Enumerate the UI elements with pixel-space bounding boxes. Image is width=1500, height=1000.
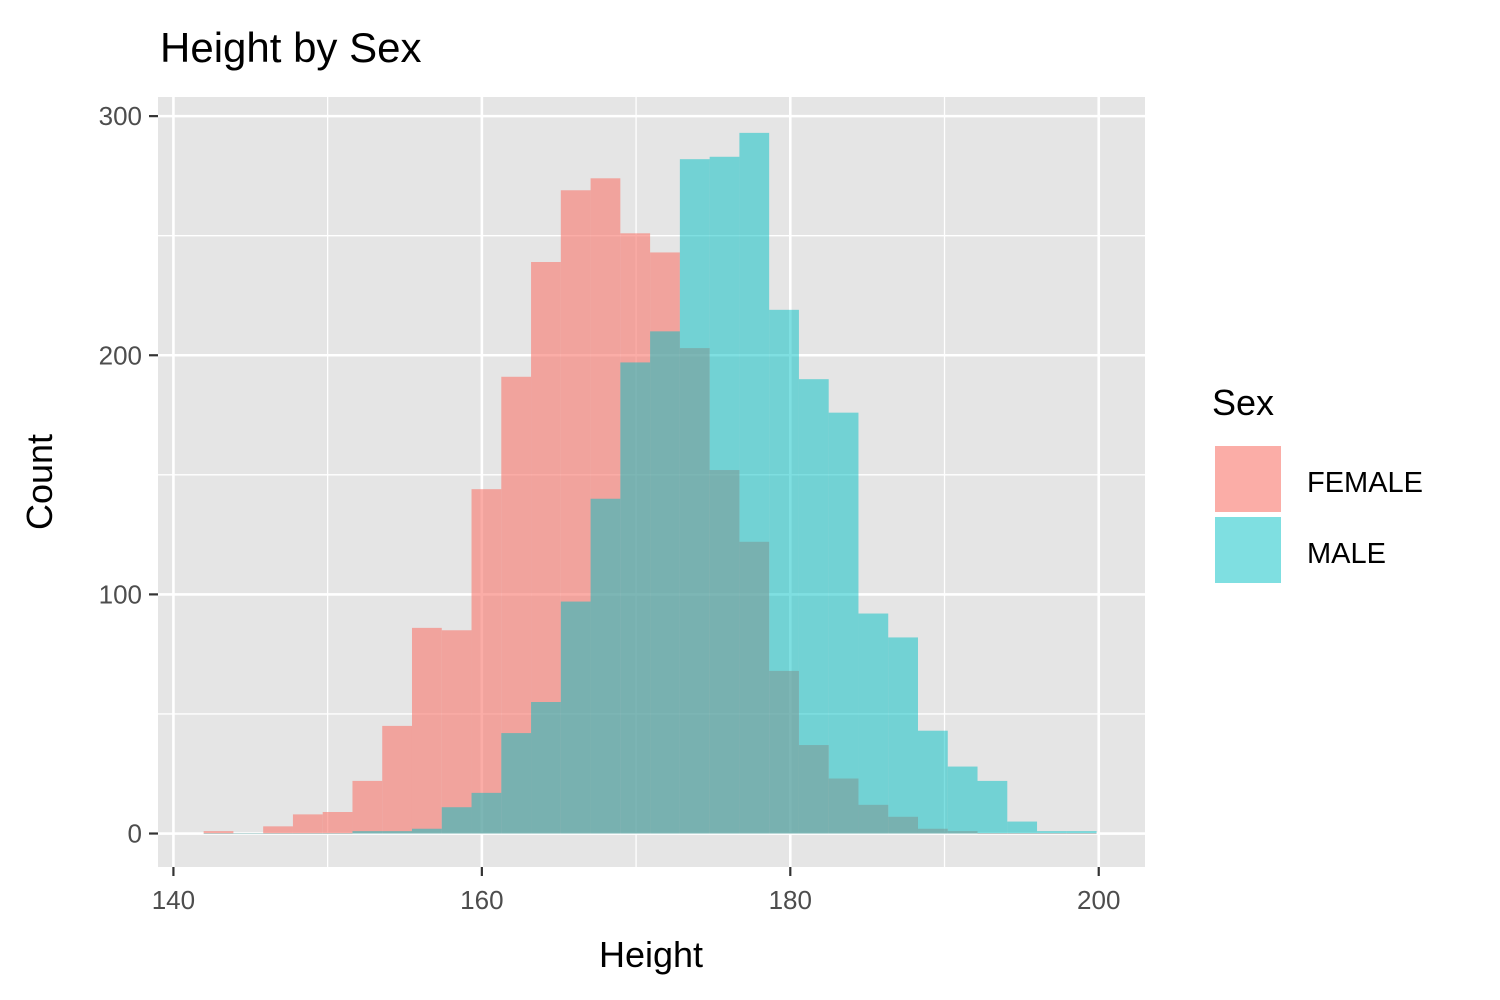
- histogram-bar-male: [769, 309, 799, 834]
- histogram-bar-male: [203, 833, 234, 835]
- histogram-bar-male: [888, 637, 918, 834]
- legend-title: Sex: [1212, 382, 1274, 423]
- histogram-bar-male: [709, 156, 740, 834]
- histogram-bar-male: [650, 331, 680, 834]
- legend-key-male: [1213, 515, 1283, 585]
- legend-key-female: [1213, 444, 1283, 514]
- bars-male: [203, 132, 1097, 835]
- histogram-bar-male: [1007, 821, 1038, 834]
- histogram-bar-male: [352, 831, 383, 834]
- histogram-bar-male: [263, 833, 293, 835]
- x-axis: 140 160 180 200: [152, 867, 1120, 915]
- x-tick-label: 140: [152, 885, 195, 915]
- histogram-bar-male: [798, 379, 829, 834]
- histogram-bar-male: [828, 412, 859, 834]
- histogram-bar-female: [977, 833, 1008, 835]
- histogram-bar-male: [620, 362, 651, 834]
- histogram-bar-female: [322, 812, 353, 834]
- x-tick-label: 180: [769, 885, 812, 915]
- histogram-bar-male: [977, 780, 1008, 834]
- y-tick-label: 300: [99, 101, 142, 131]
- histogram-bar-male: [858, 613, 889, 834]
- legend-label-male: MALE: [1307, 538, 1386, 570]
- x-tick-label: 160: [460, 885, 503, 915]
- histogram-bar-male: [1037, 831, 1067, 834]
- chart-title: Height by Sex: [160, 24, 421, 71]
- histogram-bar-male: [917, 730, 948, 834]
- histogram-bar-male: [411, 828, 442, 834]
- x-tick-label: 200: [1077, 885, 1120, 915]
- histogram-bar-male: [471, 792, 502, 834]
- histogram-bar-male: [590, 498, 621, 834]
- y-tick-label: 100: [99, 579, 142, 609]
- histogram-bar-female: [263, 826, 293, 834]
- histogram-bar-male: [292, 833, 323, 835]
- histogram-bar-male: [531, 702, 561, 834]
- histogram-bar-male: [501, 733, 532, 834]
- legend-label-female: FEMALE: [1307, 467, 1423, 499]
- histogram-bar-male: [560, 601, 591, 834]
- histogram-bar-female: [203, 831, 234, 834]
- histogram-bar-female: [352, 780, 383, 834]
- histogram-bar-male: [322, 833, 353, 835]
- histogram-bar-female: [1037, 833, 1067, 835]
- histogram-bar-male: [947, 766, 978, 834]
- histogram-bar-male: [739, 132, 770, 834]
- histogram-bar-female: [1007, 833, 1038, 835]
- histogram-bar-female: [411, 627, 442, 834]
- x-axis-title: Height: [599, 934, 703, 975]
- y-tick-label: 0: [128, 819, 142, 849]
- histogram-bar-male: [441, 807, 472, 834]
- histogram-bar-female: [441, 630, 472, 834]
- histogram-bar-female: [1066, 833, 1097, 835]
- histogram-bar-male: [679, 159, 710, 834]
- histogram-bar-male: [233, 833, 264, 835]
- histogram-bar-female: [292, 814, 323, 834]
- legend: Sex FEMALE MALE: [1212, 382, 1423, 585]
- y-tick-label: 200: [99, 340, 142, 370]
- histogram-bar-male: [1066, 831, 1097, 834]
- y-axis-title: Count: [19, 434, 60, 530]
- y-axis: 0 100 200 300: [99, 101, 158, 849]
- histogram-bar-male: [382, 831, 412, 834]
- histogram-bar-female: [382, 725, 412, 834]
- histogram-bar-female: [471, 489, 502, 834]
